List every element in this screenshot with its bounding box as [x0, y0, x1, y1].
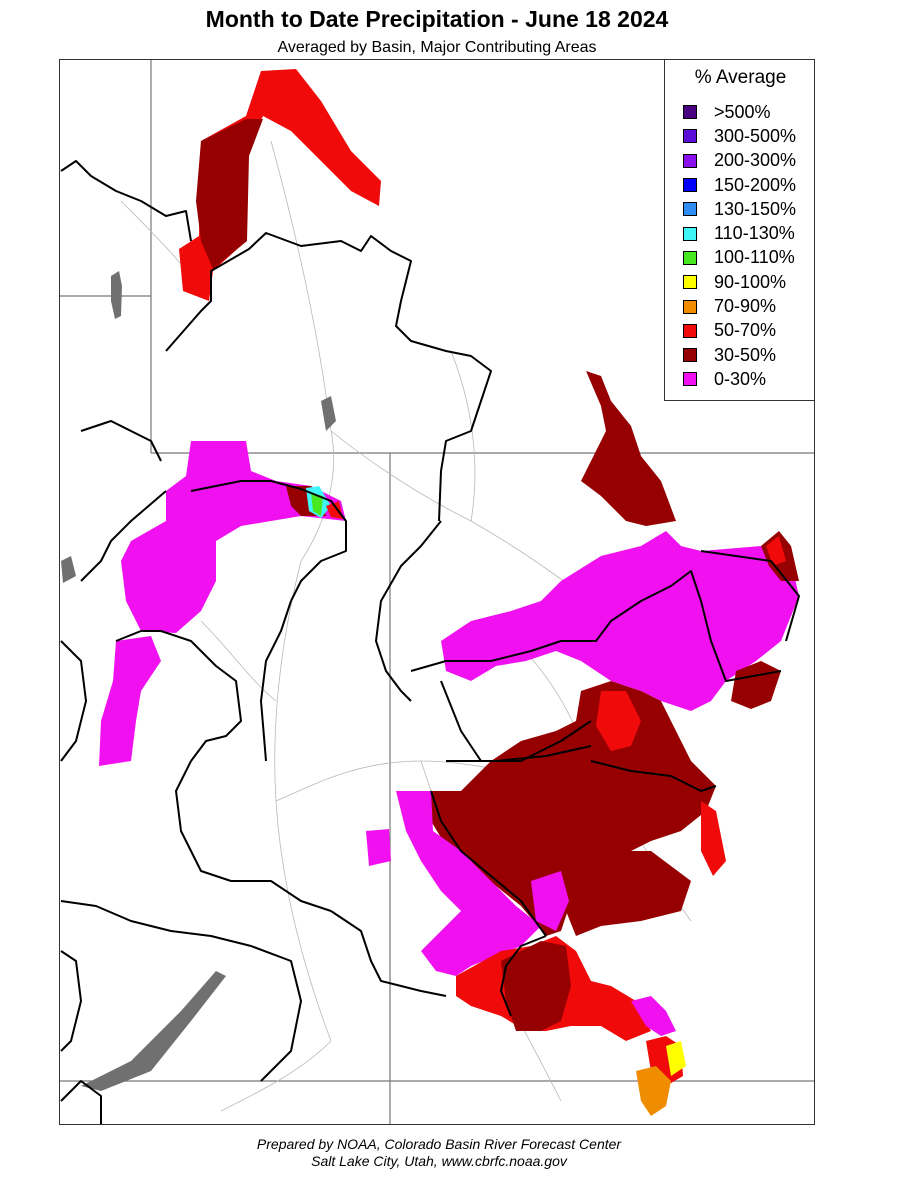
- basin-boundary: [60, 900, 302, 1082]
- basin-boundary: [165, 232, 492, 522]
- basin-boundary: [190, 480, 347, 602]
- basin-boundary: [115, 630, 242, 762]
- legend-swatch: [683, 275, 697, 290]
- basin-boundary: [700, 550, 800, 642]
- region-0-30: [631, 996, 676, 1036]
- legend-label: 200-300%: [714, 150, 797, 171]
- legend-item: >500%: [683, 100, 796, 124]
- region-0-30: [366, 829, 391, 866]
- basin-boundary: [410, 570, 782, 682]
- legend-items: >500% 300-500% 200-300% 150-200% 130-150% 110…: [683, 100, 796, 392]
- region-50-70: [596, 691, 641, 751]
- basin-boundary: [60, 160, 192, 242]
- basin-boundary: [446, 745, 592, 762]
- basin-boundary: [590, 760, 717, 792]
- legend-item: 200-300%: [683, 149, 796, 173]
- legend-swatch: [683, 105, 697, 120]
- legend-item: 300-500%: [683, 124, 796, 148]
- map-subtitle: Averaged by Basin, Major Contributing Ar…: [277, 39, 597, 56]
- legend-label: 90-100%: [714, 271, 787, 292]
- legend-title: % Average: [694, 67, 787, 88]
- lakes: [61, 271, 336, 1091]
- legend-label: 110-130%: [714, 223, 795, 244]
- basin-boundary: [375, 520, 442, 702]
- river-line: [450, 350, 476, 522]
- region-50-70: [701, 801, 726, 876]
- basin-boundary: [60, 640, 87, 762]
- legend-swatch: [683, 129, 697, 144]
- region-100-110: [311, 493, 323, 516]
- legend-label: 300-500%: [714, 125, 797, 146]
- legend-label: 70-90%: [714, 296, 777, 317]
- legend-item: 130-150%: [683, 197, 796, 221]
- legend-swatch: [683, 226, 697, 241]
- region-0-30: [531, 871, 569, 931]
- legend-item: 30-50%: [683, 343, 796, 367]
- legend-label: 0-30%: [714, 368, 767, 389]
- footer-location-line: Salt Lake City, Utah, www.cbrfc.noaa.gov: [311, 1153, 567, 1169]
- state-boundaries: [60, 60, 814, 1124]
- region-30-50: [196, 119, 263, 269]
- lake-shape: [321, 396, 336, 431]
- region-90-100: [666, 1041, 686, 1076]
- map-legend: % Average >500% 300-500% 200-300% 150-200% 1…: [664, 59, 815, 401]
- basin-boundary: [430, 790, 547, 937]
- basin-boundary: [80, 420, 162, 462]
- legend-swatch: [683, 323, 697, 338]
- legend-item: 100-110%: [683, 246, 796, 270]
- legend-swatch: [683, 153, 697, 168]
- legend-swatch: [683, 299, 697, 314]
- lake-shape: [61, 556, 76, 583]
- region-30-50: [501, 941, 571, 1031]
- basin-boundary: [330, 910, 447, 997]
- river-line: [274, 560, 332, 1042]
- legend-swatch: [683, 372, 697, 387]
- precip-regions: [99, 69, 799, 1116]
- basin-map-svg: [60, 60, 814, 1124]
- legend-label: 30-50%: [714, 344, 777, 365]
- legend-label: >500%: [714, 101, 771, 122]
- river-line: [220, 1040, 332, 1112]
- region-30-50: [566, 851, 691, 936]
- river-line: [200, 620, 277, 702]
- basin-boundary: [175, 760, 332, 912]
- region-70-90: [636, 1066, 671, 1116]
- basin-boundary: [60, 950, 82, 1052]
- region-30-50: [431, 681, 716, 936]
- basin-boundary: [260, 600, 292, 762]
- region-30-50: [581, 371, 676, 526]
- legend-item: 150-200%: [683, 173, 796, 197]
- region-0-30: [99, 636, 161, 766]
- legend-item: 0-30%: [683, 367, 796, 391]
- map-title: Month to Date Precipitation - June 18 20…: [205, 6, 669, 32]
- region-0-30: [396, 791, 541, 976]
- legend-label: 50-70%: [714, 320, 777, 341]
- legend-item: 110-130%: [683, 221, 796, 245]
- basin-boundaries: [60, 160, 800, 1124]
- legend-label: 130-150%: [714, 198, 797, 219]
- lake-shape: [81, 971, 226, 1091]
- legend-item: 50-70%: [683, 319, 796, 343]
- basin-boundary: [80, 490, 167, 582]
- legend-swatch: [683, 250, 697, 265]
- basin-boundary: [500, 935, 547, 1017]
- legend-item: 90-100%: [683, 270, 796, 294]
- region-0-30: [121, 441, 346, 633]
- basin-boundary: [60, 1080, 102, 1124]
- legend-item: 70-90%: [683, 294, 796, 318]
- legend-swatch: [683, 348, 697, 363]
- legend-label: 100-110%: [714, 247, 795, 268]
- legend-swatch: [683, 178, 697, 193]
- region-0-30: [441, 531, 799, 711]
- lake-shape: [111, 271, 122, 319]
- legend-swatch: [683, 202, 697, 217]
- footer-credit-line: Prepared by NOAA, Colorado Basin River F…: [256, 1136, 622, 1152]
- legend-label: 150-200%: [714, 174, 797, 195]
- region-50-70: [766, 536, 786, 566]
- region-50-70: [326, 501, 343, 519]
